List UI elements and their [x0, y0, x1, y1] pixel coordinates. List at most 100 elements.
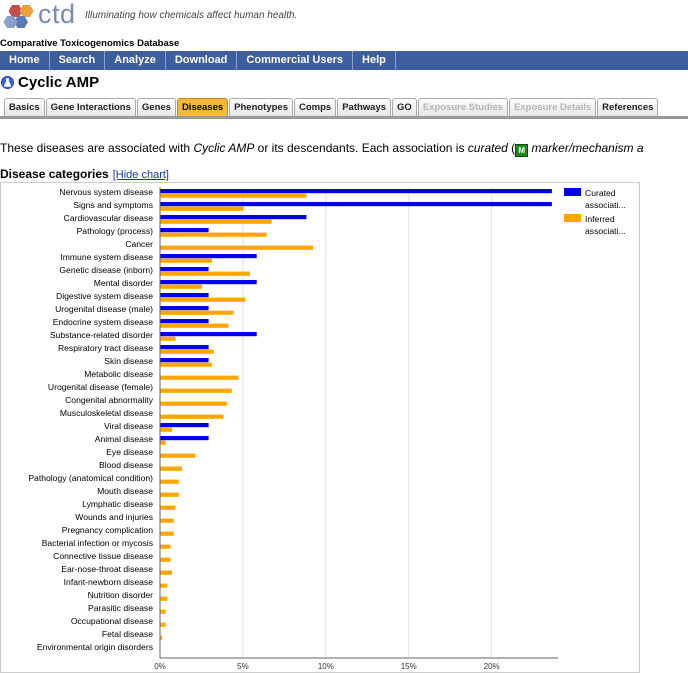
- inferred-bar: [160, 349, 214, 354]
- curated-bar: [160, 189, 552, 194]
- tab-pathways[interactable]: Pathways: [337, 98, 392, 116]
- tab-genes[interactable]: Genes: [136, 98, 176, 116]
- category-label: Environmental origin disorders: [37, 642, 153, 652]
- inferred-bar: [160, 609, 166, 614]
- inferred-bar: [160, 583, 168, 588]
- curated-bar: [160, 358, 209, 363]
- category-label: Respiratory tract disease: [58, 343, 153, 353]
- chart-frame: [0, 182, 640, 673]
- database-name: Comparative Toxicogenomics Database: [0, 38, 180, 49]
- category-label: Signs and symptoms: [73, 200, 153, 210]
- tab-phenotypes[interactable]: Phenotypes: [229, 98, 293, 116]
- curated-bar: [160, 267, 209, 272]
- tab-bar: Basics Gene Interactions Genes Diseases …: [4, 98, 659, 116]
- tab-diseases[interactable]: Diseases: [176, 98, 229, 116]
- inferred-bar: [160, 635, 163, 640]
- category-label: Lymphatic disease: [82, 499, 153, 509]
- category-label: Ear-nose-throat disease: [61, 564, 153, 574]
- x-tick-label: 15%: [401, 662, 417, 671]
- inferred-bar: [160, 453, 196, 458]
- category-label: Nervous system disease: [59, 187, 153, 197]
- nav-analyze[interactable]: Analyze: [105, 51, 166, 70]
- category-label: Urogenital disease (female): [48, 382, 153, 392]
- legend-label: Curated: [585, 188, 616, 198]
- curated-bar: [160, 345, 209, 350]
- inferred-bar: [160, 466, 183, 471]
- category-label: Pathology (anatomical condition): [28, 473, 153, 483]
- inferred-bar: [160, 622, 166, 627]
- category-label: Bacterial infection or mycosis: [42, 538, 153, 548]
- category-label: Congenital abnormality: [65, 395, 154, 405]
- x-tick-label: 20%: [484, 662, 500, 671]
- category-label: Immune system disease: [60, 252, 153, 262]
- curated-bar: [160, 293, 209, 298]
- main-nav: Home Search Analyze Download Commercial …: [0, 51, 688, 70]
- category-label: Mouth disease: [97, 486, 153, 496]
- category-label: Cancer: [125, 239, 153, 249]
- inferred-bar: [160, 544, 171, 549]
- inferred-bar: [160, 323, 229, 328]
- inferred-bar: [160, 518, 174, 523]
- inferred-bar: [160, 440, 166, 445]
- inferred-bar: [160, 414, 224, 419]
- category-label: Wounds and injuries: [75, 512, 153, 522]
- nav-home[interactable]: Home: [0, 51, 50, 70]
- x-tick-label: 10%: [318, 662, 334, 671]
- category-label: Nutrition disorder: [88, 590, 154, 600]
- x-tick-label: 5%: [237, 662, 249, 671]
- category-label: Occupational disease: [71, 616, 153, 626]
- inferred-bar: [160, 492, 179, 497]
- inferred-bar: [160, 596, 168, 601]
- category-label: Parasitic disease: [88, 603, 153, 613]
- nav-help[interactable]: Help: [353, 51, 396, 70]
- category-label: Substance-related disorder: [50, 330, 153, 340]
- category-label: Pathology (process): [77, 226, 154, 236]
- nav-download[interactable]: Download: [166, 51, 238, 70]
- inferred-bar: [160, 401, 227, 406]
- tab-exposure-details: Exposure Details: [509, 98, 597, 116]
- category-label: Genetic disease (inborn): [59, 265, 153, 275]
- category-label: Blood disease: [99, 460, 153, 470]
- legend-label-cont: associati...: [585, 226, 626, 236]
- inferred-bar: [160, 557, 171, 562]
- curated-bar: [160, 319, 209, 324]
- category-label: Cardiovascular disease: [64, 213, 154, 223]
- marker-mechanism-icon: M: [515, 144, 529, 157]
- category-label: Endocrine system disease: [53, 317, 154, 327]
- category-label: Urogenital disease (male): [55, 304, 153, 314]
- inferred-bar: [160, 505, 176, 510]
- inferred-bar: [160, 375, 239, 380]
- hide-chart-link[interactable]: [Hide chart]: [112, 169, 169, 181]
- disease-categories-chart: 0% 5% 10% 15% 20% Nervous system disease Signs…: [0, 182, 640, 673]
- legend-swatch-curated: [564, 188, 581, 196]
- category-label: Connective tissue disease: [53, 551, 153, 561]
- tab-gene-interactions[interactable]: Gene Interactions: [45, 98, 136, 116]
- inferred-bar: [160, 388, 232, 393]
- curated-bar: [160, 228, 209, 233]
- ctd-logo[interactable]: ctd Illuminating how chemicals affect hu…: [0, 0, 680, 36]
- logo-wordmark: ctd: [38, 0, 76, 29]
- nav-search[interactable]: Search: [50, 51, 106, 70]
- category-label: Metabolic disease: [84, 369, 153, 379]
- category-label: Infant-newborn disease: [64, 577, 154, 587]
- curated-bar: [160, 423, 209, 428]
- category-label: Animal disease: [95, 434, 153, 444]
- legend-swatch-inferred: [564, 214, 581, 222]
- tab-exposure-studies: Exposure Studies: [417, 98, 509, 116]
- tab-basics[interactable]: Basics: [4, 98, 45, 116]
- tab-go[interactable]: GO: [392, 98, 417, 116]
- curated-bar: [160, 280, 257, 285]
- x-tick-label: 0%: [154, 662, 166, 671]
- chemical-flask-icon: [1, 75, 14, 89]
- inferred-bar: [160, 245, 314, 250]
- inferred-bar: [160, 362, 212, 367]
- curated-bar: [160, 306, 209, 311]
- legend-label: Inferred: [585, 214, 615, 224]
- category-label: Digestive system disease: [56, 291, 153, 301]
- tab-comps[interactable]: Comps: [294, 98, 337, 116]
- nav-commercial-users[interactable]: Commercial Users: [237, 51, 354, 70]
- category-label: Mental disorder: [94, 278, 153, 288]
- curated-word: curated: [467, 141, 508, 155]
- inferred-bar: [160, 336, 176, 341]
- tab-references[interactable]: References: [597, 98, 659, 116]
